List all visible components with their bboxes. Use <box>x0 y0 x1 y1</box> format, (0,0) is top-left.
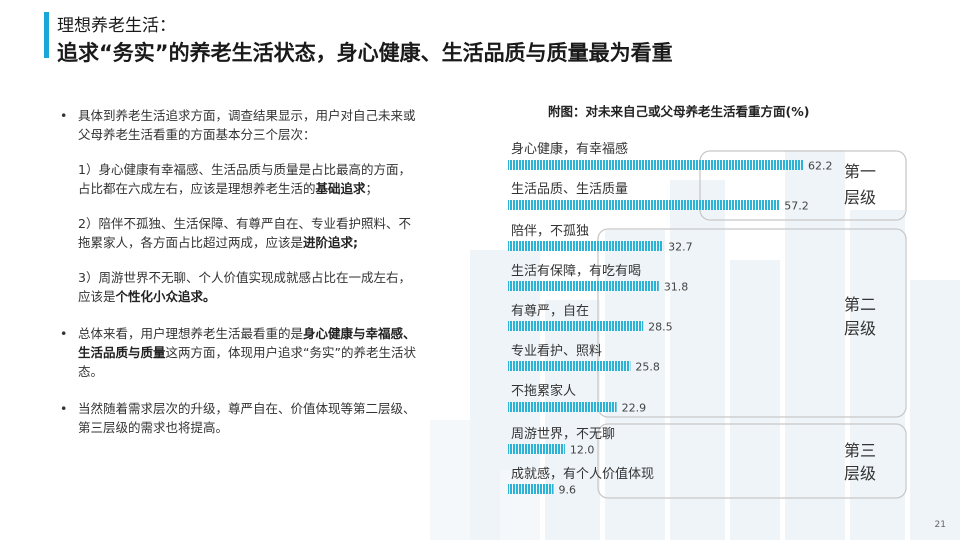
analysis-text: 具体到养老生活追求方面，调查结果显示，用户对自己未来或父母养老生活看重的方面基本… <box>60 106 420 437</box>
value-label: 9.6 <box>559 484 577 497</box>
category-label: 不拖累家人 <box>511 383 576 399</box>
bullet-structure: 具体到养老生活追求方面，调查结果显示，用户对自己未来或父母养老生活看重的方面基本… <box>60 106 420 144</box>
value-label: 32.7 <box>668 241 693 254</box>
tier-group-box <box>699 150 907 221</box>
tier-group-label: 层级 <box>844 188 876 207</box>
value-label: 57.2 <box>784 200 809 213</box>
bullet-summary: 总体来看，用户理想养老生活最看重的是身心健康与幸福感、生活品质与质量这两方面，体… <box>60 324 420 381</box>
bar <box>508 241 664 251</box>
title-accent-bar <box>44 12 49 58</box>
bar <box>508 321 644 331</box>
bar <box>508 484 554 494</box>
bullet-outlook: 当然随着需求层次的升级，尊严自在、价值体现等第二层级、第三层级的需求也将提高。 <box>60 399 420 437</box>
tier-group-label: 层级 <box>844 464 876 483</box>
page-subtitle: 理想养老生活： <box>57 16 176 36</box>
page-title: 追求“务实”的养老生活状态，身心健康、生活品质与质量最为看重 <box>57 41 673 65</box>
category-label: 专业看护、照料 <box>511 343 602 359</box>
bar <box>508 402 617 412</box>
value-label: 28.5 <box>648 321 673 334</box>
bar <box>508 361 631 371</box>
bar <box>508 444 565 454</box>
bar <box>508 281 659 291</box>
value-label: 62.2 <box>808 160 833 173</box>
tier-group-label: 层级 <box>844 319 876 338</box>
tier-group-label: 第三 <box>844 441 876 460</box>
category-label: 生活品质、生活质量 <box>511 182 628 197</box>
summary-emphasis: 身心健康与幸福感、生活品质与质量 <box>78 326 416 360</box>
value-label: 22.9 <box>622 402 647 415</box>
chart-title: 附图：对未来自己或父母养老生活看重方面(%) <box>548 104 810 119</box>
tier-three-emphasis: 个性化小众追求。 <box>115 289 216 304</box>
category-label: 生活有保障，有吃有喝 <box>511 263 641 279</box>
category-label: 成就感，有个人价值体现 <box>511 466 654 482</box>
value-label: 31.8 <box>664 281 689 294</box>
bar <box>508 200 780 210</box>
bar <box>508 160 803 170</box>
category-label: 陪伴，不孤独 <box>511 224 589 239</box>
tier-group-label: 第一 <box>844 162 876 181</box>
category-label: 有尊严，自在 <box>511 303 589 319</box>
category-label: 身心健康，有幸福感 <box>511 141 628 157</box>
tier-three-paragraph: 3）周游世界不无聊、个人价值实现成就感占比在一成左右，应该是个性化小众追求。 <box>78 270 411 304</box>
tier-two-paragraph: 2）陪伴不孤独、生活保障、有尊严自在、专业看护照料、不拖累家人，各方面占比超过两… <box>78 216 411 250</box>
category-label: 周游世界，不无聊 <box>511 427 615 442</box>
page-number: 21 <box>934 520 946 530</box>
tier-two-emphasis: 进阶追求; <box>303 235 359 250</box>
tier-one-emphasis: 基础追求 <box>315 181 366 196</box>
tier-group-label: 第二 <box>844 295 876 314</box>
value-label: 12.0 <box>570 444 595 457</box>
tier-group-box <box>597 423 907 499</box>
value-label: 25.8 <box>635 361 660 374</box>
tier-one-paragraph: 1）身心健康有幸福感、生活品质与质量是占比最高的方面，占比都在六成左右，应该是理… <box>78 162 411 196</box>
